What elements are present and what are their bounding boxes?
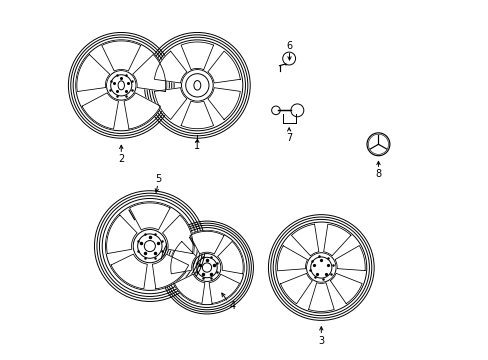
Polygon shape: [124, 93, 160, 129]
Polygon shape: [152, 254, 188, 289]
Text: 6: 6: [286, 41, 292, 51]
Text: 5: 5: [155, 174, 161, 184]
Polygon shape: [174, 274, 204, 303]
Polygon shape: [277, 246, 307, 271]
Polygon shape: [217, 242, 243, 274]
Polygon shape: [280, 273, 312, 304]
Polygon shape: [181, 42, 213, 69]
Polygon shape: [111, 254, 147, 289]
Polygon shape: [190, 231, 224, 254]
Polygon shape: [291, 224, 318, 256]
Polygon shape: [162, 215, 193, 253]
Polygon shape: [207, 88, 240, 120]
Polygon shape: [154, 88, 186, 120]
Polygon shape: [82, 93, 118, 129]
Polygon shape: [106, 215, 137, 253]
Polygon shape: [308, 283, 334, 311]
Polygon shape: [170, 242, 196, 274]
Polygon shape: [129, 203, 170, 230]
Text: 8: 8: [375, 169, 381, 179]
Text: 2: 2: [118, 154, 124, 164]
Polygon shape: [209, 274, 239, 303]
Polygon shape: [102, 41, 141, 71]
Polygon shape: [207, 51, 240, 83]
Polygon shape: [334, 246, 365, 271]
Polygon shape: [154, 51, 186, 83]
Polygon shape: [181, 101, 213, 129]
Polygon shape: [132, 54, 165, 91]
Polygon shape: [323, 224, 350, 256]
Polygon shape: [77, 54, 110, 91]
Text: 1: 1: [194, 141, 200, 151]
Text: 4: 4: [229, 301, 236, 311]
Text: 3: 3: [318, 336, 324, 346]
Polygon shape: [329, 273, 362, 303]
Text: 7: 7: [285, 133, 292, 143]
